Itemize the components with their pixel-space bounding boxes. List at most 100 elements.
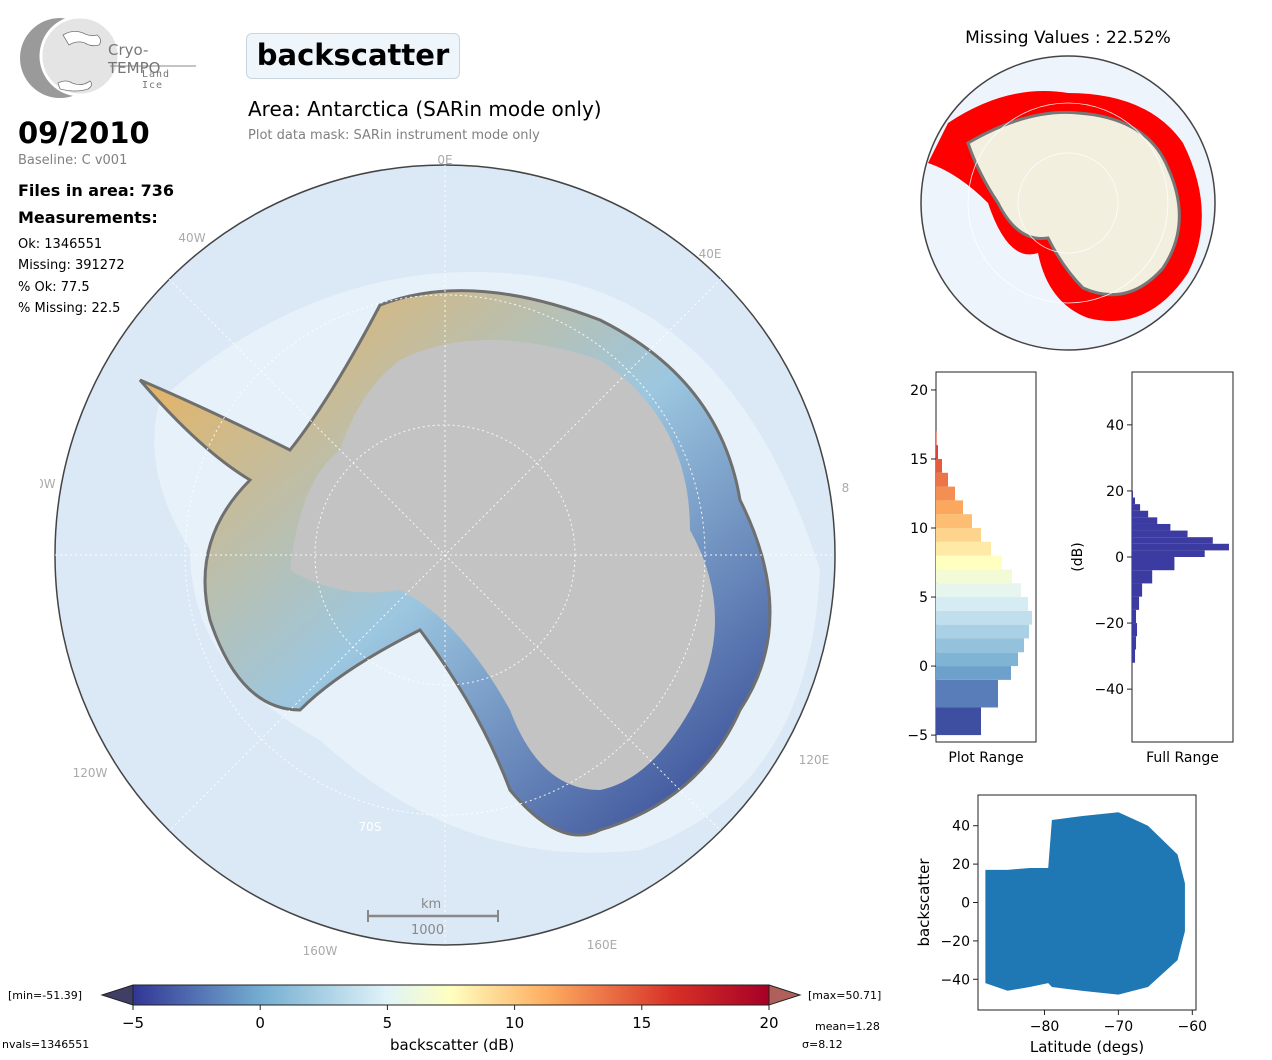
colorbar-min-label: [min=-51.39] xyxy=(8,989,82,1002)
hist-bar xyxy=(936,679,998,708)
hist-ytick-label: −20 xyxy=(1094,616,1124,632)
scatter-ytick-label: 40 xyxy=(952,819,970,835)
hist-bar xyxy=(936,500,963,515)
hist-bar xyxy=(936,541,991,556)
hist-bar xyxy=(1132,490,1134,498)
hist-bar xyxy=(1132,543,1229,551)
hist-bar xyxy=(936,597,1028,611)
hist-ytick-label: 40 xyxy=(1106,418,1124,434)
stat-pct-missing: % Missing: 22.5 xyxy=(18,301,121,316)
colorbar-mean: mean=1.28 xyxy=(815,1020,880,1033)
lon-label-40w: 40W xyxy=(178,231,205,245)
hist-ytick-label: 20 xyxy=(1106,484,1124,500)
colorbar-sigma: σ=8.12 xyxy=(802,1038,843,1051)
hist-bar xyxy=(936,610,1032,625)
measurements-header: Measurements: xyxy=(18,208,158,227)
lon-label-80e: 80E xyxy=(842,481,850,495)
files-in-area: Files in area: 736 xyxy=(18,181,174,200)
hist-bar xyxy=(1132,510,1149,518)
colorbar-tick-label: 15 xyxy=(632,1014,651,1032)
date-title: 09/2010 xyxy=(18,116,150,150)
hist-bar xyxy=(1132,557,1175,571)
logo-name: Cryo-TEMPO xyxy=(108,41,161,77)
hist-bar xyxy=(936,486,955,501)
stat-pct-ok: % Ok: 77.5 xyxy=(18,280,90,295)
area-title: Area: Antarctica (SARin mode only) xyxy=(248,97,602,121)
scatter-xtick-label: −70 xyxy=(1104,1019,1134,1035)
lon-label-0e: 0E xyxy=(437,153,452,167)
scale-value: 1000 xyxy=(411,923,444,938)
parameter-title: backscatter xyxy=(246,33,460,79)
hist-bar xyxy=(1132,550,1205,557)
scatter-point-cloud xyxy=(985,812,1185,995)
scatter-plot: −80 −70 −60 40 20 0 −20 −40 Latitude (degs) backs… xyxy=(915,794,1208,1056)
hist-bar xyxy=(936,458,942,473)
colorbar-tick-label: 0 xyxy=(255,1014,265,1032)
scatter-ylabel: backscatter xyxy=(915,858,933,947)
scatter-xtick-label: −80 xyxy=(1030,1019,1060,1035)
hist-xlabel: Full Range xyxy=(1146,750,1219,766)
hist-ytick-label: 0 xyxy=(1115,550,1124,566)
colorbar-tick-label: −5 xyxy=(122,1014,144,1032)
lon-label-160w: 160W xyxy=(303,944,338,958)
lat-label-70s: 70S xyxy=(359,820,382,834)
lon-label-40e: 40E xyxy=(699,247,722,261)
scatter-xtick-label: −60 xyxy=(1178,1019,1208,1035)
hist-xlabel: Plot Range xyxy=(948,750,1023,766)
hist-bar xyxy=(936,431,937,446)
hist-bar xyxy=(1132,530,1188,538)
lon-label-160e: 160E xyxy=(587,938,618,952)
hist-bar xyxy=(936,638,1024,653)
lon-label-120e: 120E xyxy=(799,753,830,767)
scatter-ytick-label: 20 xyxy=(952,857,970,873)
baseline-text: Baseline: C v001 xyxy=(18,153,128,168)
plot-range-histogram: 20 15 10 5 0 −5 Plot Range xyxy=(907,371,1037,766)
colorbar-tick-label: 20 xyxy=(759,1014,778,1032)
hist-ytick-label: 20 xyxy=(910,383,928,399)
colorbar-min-arrow xyxy=(100,984,134,1006)
scale-unit: km xyxy=(421,897,441,912)
hist-bar xyxy=(936,528,981,542)
hist-bar xyxy=(936,624,1029,639)
hist-ytick-label: 0 xyxy=(919,659,928,675)
hist-bar xyxy=(936,569,1012,584)
hist-bar xyxy=(1132,570,1153,584)
hist-bar xyxy=(1132,596,1140,610)
hist-ytick-label: 10 xyxy=(910,521,928,537)
hist-ylabel: (dB) xyxy=(1070,542,1086,571)
hist-bar xyxy=(936,555,1002,570)
hist-bar xyxy=(936,445,938,459)
colorbar-tick-label: 10 xyxy=(505,1014,524,1032)
hist-bar xyxy=(936,583,1021,598)
lon-label-120w: 120W xyxy=(73,766,108,780)
colorbar-nvals: nvals=1346551 xyxy=(2,1038,89,1051)
scatter-ytick-label: 0 xyxy=(961,896,970,912)
hist-bar xyxy=(936,472,948,487)
hist-ytick-label: 5 xyxy=(919,590,928,606)
colorbar-gradient xyxy=(132,984,770,1006)
hist-bar xyxy=(936,707,981,736)
scatter-xlabel: Latitude (degs) xyxy=(1030,1038,1144,1056)
stat-missing: Missing: 391272 xyxy=(18,258,125,273)
lon-label-80w: 80W xyxy=(40,477,56,491)
colorbar-max-arrow xyxy=(768,984,802,1006)
hist-bar xyxy=(1132,517,1158,524)
ice-sheet-interior xyxy=(290,340,715,790)
missing-values-map xyxy=(920,55,1216,351)
logo: Cryo-TEMPO Land Ice xyxy=(18,15,198,99)
colorbar: −5 0 5 10 15 20 [min=-51.39] [max=50.71] back… xyxy=(2,984,881,1054)
hist-bar xyxy=(1132,636,1137,650)
scatter-ytick-label: −20 xyxy=(940,934,970,950)
hist-ytick-label: 15 xyxy=(910,452,928,468)
hist-bar xyxy=(1132,504,1141,511)
scatter-ytick-label: −40 xyxy=(940,972,970,988)
hist-ytick-label: −40 xyxy=(1094,682,1124,698)
full-range-histogram: 40 20 0 −20 −40 Full Range (dB) xyxy=(1070,371,1234,766)
mask-note: Plot data mask: SARin instrument mode on… xyxy=(248,128,540,143)
hist-bar xyxy=(1132,523,1171,531)
stat-ok: Ok: 1346551 xyxy=(18,237,103,252)
colorbar-max-label: [max=50.71] xyxy=(808,989,881,1002)
antarctica-land xyxy=(966,110,1181,297)
logo-moon-icon xyxy=(20,15,196,98)
hist-bar xyxy=(936,514,972,529)
